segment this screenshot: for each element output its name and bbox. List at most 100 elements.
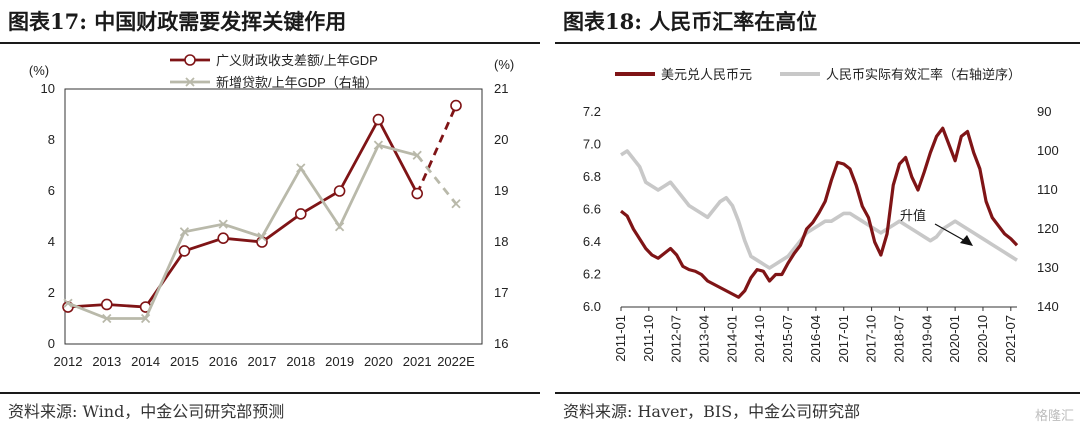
data-point-circle <box>101 298 113 311</box>
x-tick-label: 2017-10 <box>864 315 879 363</box>
x-tick-label: 2016-04 <box>808 315 823 363</box>
x-tick-label: 2013 <box>92 354 121 369</box>
data-point-cross <box>373 140 384 150</box>
y-right-tick-label: 140 <box>1037 299 1059 314</box>
data-point-cross <box>296 163 306 173</box>
x-tick-label: 2021 <box>403 354 432 369</box>
x-tick-label: 2018-07 <box>891 315 906 363</box>
legend-label: 新增贷款/上年GDP（右轴） <box>216 75 378 90</box>
figure-18-source: 资料来源: Haver，BIS，中金公司研究部 <box>563 402 861 421</box>
y-right-tick-label: 120 <box>1037 221 1059 236</box>
legend-marker <box>185 77 195 87</box>
x-tick-label: 2013-04 <box>697 315 712 363</box>
y-left-tick-label: 8 <box>48 132 55 147</box>
y-left-tick-label: 6.0 <box>583 299 601 314</box>
x-tick-label: 2012 <box>54 354 83 369</box>
x-tick-label: 2011-01 <box>613 315 628 362</box>
series-line <box>67 143 418 320</box>
y-right-tick-label: 19 <box>494 183 508 198</box>
x-tick-label: 2015-07 <box>780 315 795 363</box>
y-right-tick-label: 17 <box>494 285 508 300</box>
legend-marker <box>184 54 196 66</box>
data-point-cross <box>334 222 345 232</box>
data-point-cross <box>412 150 422 160</box>
x-tick-label: 2015 <box>170 354 199 369</box>
x-tick-label: 2021-07 <box>1003 315 1018 363</box>
data-point-circle <box>256 236 268 248</box>
data-point-circle <box>333 185 346 197</box>
annotation-arrowhead <box>960 235 973 246</box>
x-tick-label: 2020 <box>364 354 393 369</box>
legend-label: 广义财政收支差额/上年GDP <box>216 53 378 68</box>
y-left-tick-label: 6.4 <box>583 234 601 249</box>
y-left-tick-label: 6.2 <box>583 267 601 282</box>
x-tick-label: 2017-01 <box>836 315 851 363</box>
data-point-circle <box>178 245 191 257</box>
series-forecast-line <box>415 105 458 195</box>
y-right-tick-label: 20 <box>494 132 508 147</box>
x-tick-label: 2016 <box>209 354 238 369</box>
y-left-tick-label: 6 <box>48 183 55 198</box>
series-line <box>620 126 1019 299</box>
x-tick-label: 2011-10 <box>641 315 656 362</box>
y-right-tick-label: 130 <box>1037 260 1059 275</box>
annotation-label: 升值 <box>900 208 926 223</box>
y-left-tick-label: 6.6 <box>583 202 601 217</box>
y-left-tick-label: 7.0 <box>583 137 601 152</box>
x-tick-label: 2018 <box>286 354 315 369</box>
x-tick-label: 2019-04 <box>919 315 934 363</box>
source-rule <box>0 392 540 394</box>
y-left-tick-label: 7.2 <box>583 104 601 119</box>
y-right-tick-label: 16 <box>494 336 508 351</box>
y-right-tick-label: 90 <box>1037 104 1051 119</box>
figure-17-panel: 图表17: 中国财政需要发挥关键作用 0 2 4 6 8 10 16 17 18 19 20 21 (%… <box>0 9 540 421</box>
x-tick-label: 2014-01 <box>724 315 739 363</box>
legend-label: 美元兑人民币元 <box>661 67 752 82</box>
title-rule <box>0 42 540 44</box>
x-tick-label: 2020-10 <box>975 315 990 363</box>
legend-label: 人民币实际有效汇率（右轴逆序） <box>826 67 1021 82</box>
y-right-tick-label: 100 <box>1037 143 1059 158</box>
data-point-cross <box>257 232 267 242</box>
data-point-circle <box>411 187 424 200</box>
y-right-tick-label: 110 <box>1037 182 1058 197</box>
fx-chart: 6.0 6.2 6.4 6.6 6.8 7.0 7.2 90 100 110 120 130 140 20… <box>583 67 1059 363</box>
figure-18-panel: 图表18: 人民币汇率在高位 6.0 6.2 6.4 6.6 6.8 7.0 7.2 90 10… <box>555 0 1080 432</box>
series-line <box>620 149 1018 270</box>
data-point-circle <box>217 232 229 244</box>
source-rule <box>555 392 1080 394</box>
x-tick-label: 2014 <box>131 354 160 369</box>
series-forecast-line <box>416 154 458 205</box>
figure-17-title: 图表17: 中国财政需要发挥关键作用 <box>8 9 347 34</box>
watermark: 格隆汇 <box>1034 409 1074 424</box>
figure-18-title: 图表18: 人民币汇率在高位 <box>563 9 818 34</box>
x-tick-label: 2012-07 <box>669 315 684 363</box>
x-tick-label: 2014-10 <box>752 315 767 363</box>
annotation-arrow-line <box>934 223 968 243</box>
y-left-tick-label: 0 <box>48 336 55 351</box>
x-tick-label: 2020-01 <box>947 315 962 363</box>
y-left-tick-label: 2 <box>48 285 55 300</box>
data-point-cross <box>218 219 228 229</box>
data-point-cross <box>179 227 190 237</box>
data-point-circle <box>294 208 307 220</box>
x-tick-label: 2019 <box>325 354 354 369</box>
y-right-tick-label: 21 <box>494 81 508 96</box>
figure-17-source: 资料来源: Wind，中金公司研究部预测 <box>8 402 285 421</box>
x-tick-label: 2022E <box>437 354 475 369</box>
y-right-tick-label: 18 <box>494 234 508 249</box>
data-point-cross <box>102 313 112 324</box>
plot-frame <box>64 88 483 345</box>
y-left-tick-label: 4 <box>48 234 55 249</box>
y-right-unit: (%) <box>494 57 514 72</box>
title-rule <box>555 42 1080 44</box>
y-left-tick-label: 6.8 <box>583 169 601 184</box>
data-point-cross <box>140 313 151 324</box>
data-point-cross <box>63 298 73 308</box>
y-left-tick-label: 10 <box>41 81 55 96</box>
data-point-cross <box>451 199 461 209</box>
y-left-unit: (%) <box>29 63 49 78</box>
x-tick-label: 2017 <box>248 354 277 369</box>
data-point-circle <box>372 113 385 126</box>
